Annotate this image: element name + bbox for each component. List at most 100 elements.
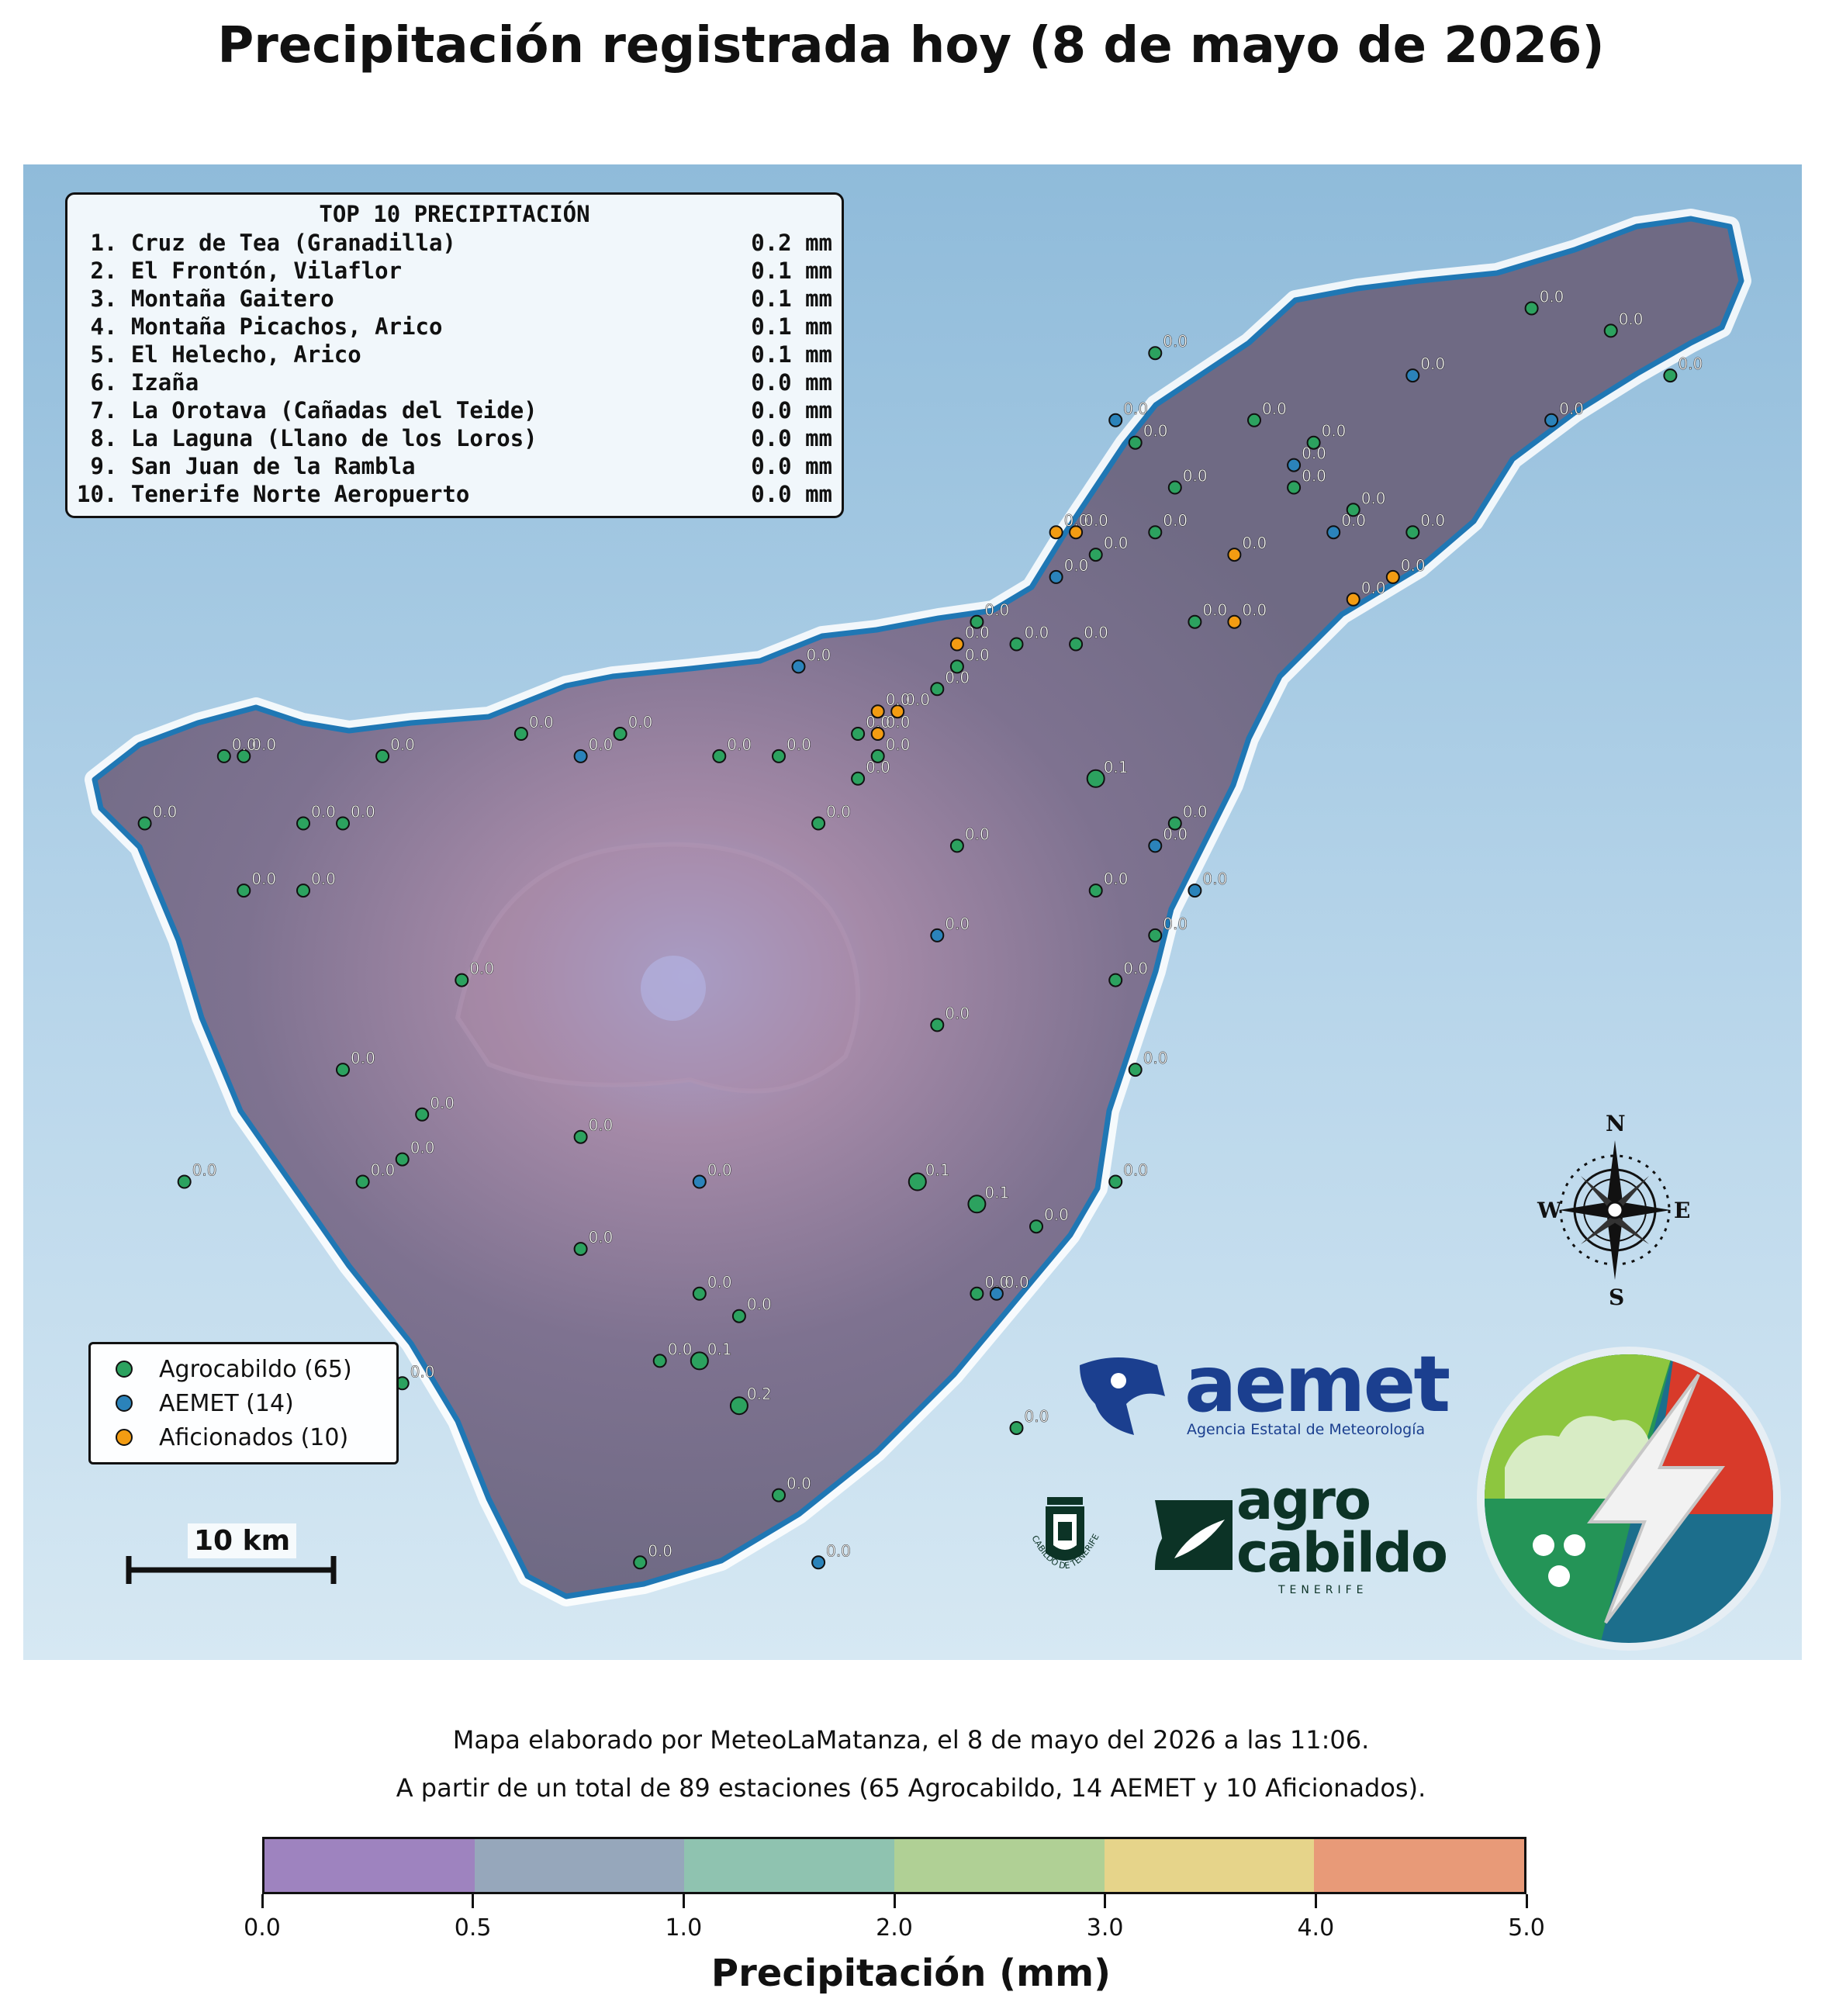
station-marker bbox=[237, 884, 251, 898]
station-marker bbox=[455, 973, 469, 987]
station-marker bbox=[811, 816, 826, 831]
station-value-label: 0.0 bbox=[1302, 444, 1326, 463]
top10-row: 7. La Orotava (Cañadas del Teide) 0.0 mm bbox=[77, 396, 832, 424]
colorbar-segment bbox=[894, 1839, 1105, 1892]
top10-row: 1. Cruz de Tea (Granadilla) 0.2 mm bbox=[77, 229, 832, 257]
top10-name: San Juan de la Rambla bbox=[130, 453, 416, 479]
station-marker bbox=[908, 1172, 927, 1191]
station-value-label: 0.0 bbox=[1025, 1407, 1049, 1426]
meteolamatanza-logo bbox=[1474, 1343, 1784, 1654]
top10-value: 0.0 mm bbox=[751, 453, 832, 479]
colorbar-segment bbox=[1104, 1839, 1315, 1892]
scale-bar: 10 km bbox=[126, 1523, 351, 1585]
station-marker bbox=[1385, 569, 1400, 584]
agro-line2: cabildo bbox=[1236, 1521, 1448, 1585]
colorbar-segment bbox=[684, 1839, 895, 1892]
station-value-label: 0.0 bbox=[787, 735, 811, 754]
station-value-label: 0.0 bbox=[1341, 511, 1366, 530]
station-marker bbox=[1088, 884, 1103, 898]
station-marker bbox=[296, 884, 310, 898]
station-marker bbox=[930, 1018, 945, 1032]
station-value-label: 0.0 bbox=[153, 803, 178, 821]
teide-peak bbox=[641, 956, 706, 1021]
station-marker bbox=[1524, 301, 1539, 316]
top10-name: La Orotava (Cañadas del Teide) bbox=[130, 397, 538, 424]
station-marker bbox=[967, 1195, 987, 1214]
station-value-label: 0.0 bbox=[371, 1161, 396, 1180]
top10-rank: 3. bbox=[77, 285, 118, 312]
station-marker bbox=[692, 1174, 707, 1189]
station-value-label: 0.0 bbox=[410, 1139, 435, 1157]
colorbar-tick-label: 5.0 bbox=[1508, 1914, 1545, 1942]
station-marker bbox=[1167, 480, 1182, 495]
station-value-label: 0.0 bbox=[1123, 1161, 1148, 1180]
station-value-label: 0.0 bbox=[1143, 1049, 1168, 1067]
colorbar-tick-mark bbox=[1525, 1894, 1528, 1908]
station-marker bbox=[513, 727, 528, 741]
agrocabildo-marker-icon bbox=[116, 1361, 133, 1378]
station-marker bbox=[296, 816, 310, 831]
top10-station: 2. El Frontón, Vilaflor bbox=[77, 257, 402, 285]
colorbar-tick-label: 4.0 bbox=[1297, 1914, 1335, 1942]
station-value-label: 0.0 bbox=[1163, 915, 1188, 933]
station-marker bbox=[395, 1152, 410, 1167]
station-marker bbox=[613, 727, 628, 741]
compass-star-icon bbox=[1559, 1140, 1671, 1280]
footer-stations-summary: A partir de un total de 89 estaciones (6… bbox=[396, 1773, 1426, 1803]
aemet-marker-icon bbox=[116, 1395, 133, 1412]
compass-rose: N S W E bbox=[1537, 1111, 1692, 1312]
colorbar-title: Precipitación (mm) bbox=[710, 1952, 1112, 1995]
colorbar-tick-mark bbox=[682, 1894, 685, 1908]
station-value-label: 0.0 bbox=[826, 1541, 851, 1560]
station-marker bbox=[791, 659, 806, 674]
station-value-label: 0.0 bbox=[984, 601, 1009, 620]
legend-item-aemet: AEMET (14) bbox=[102, 1386, 385, 1420]
station-marker bbox=[375, 749, 390, 763]
station-value-label: 0.0 bbox=[1183, 467, 1208, 486]
station-value-label: 0.0 bbox=[1401, 556, 1426, 575]
station-value-label: 0.0 bbox=[351, 803, 375, 821]
station-marker bbox=[1029, 1219, 1043, 1234]
station-marker bbox=[1148, 525, 1163, 540]
top10-value: 0.1 mm bbox=[751, 285, 832, 312]
station-marker bbox=[1188, 614, 1202, 629]
station-marker bbox=[970, 1286, 984, 1301]
station-value-label: 0.0 bbox=[1084, 511, 1108, 530]
station-marker bbox=[1128, 1063, 1143, 1077]
station-value-label: 0.0 bbox=[1202, 870, 1227, 888]
station-marker bbox=[949, 659, 964, 674]
top10-row: 3. Montaña Gaitero 0.1 mm bbox=[77, 285, 832, 313]
station-value-label: 0.0 bbox=[589, 735, 614, 754]
station-value-label: 0.0 bbox=[1143, 422, 1168, 441]
top10-rank: 6. bbox=[77, 369, 118, 396]
station-marker bbox=[772, 749, 786, 763]
colorbar-segment bbox=[264, 1839, 475, 1892]
station-value-label: 0.0 bbox=[1420, 511, 1445, 530]
station-value-label: 0.0 bbox=[965, 825, 990, 843]
station-value-label: 0.1 bbox=[984, 1183, 1009, 1202]
station-marker bbox=[949, 839, 964, 853]
legend-label: AEMET (14) bbox=[159, 1389, 294, 1417]
station-marker bbox=[970, 614, 984, 629]
top10-name: Cruz de Tea (Granadilla) bbox=[130, 230, 456, 256]
colorbar-segment bbox=[474, 1839, 685, 1892]
top10-name: Montaña Gaitero bbox=[130, 285, 334, 312]
station-marker bbox=[1069, 525, 1084, 540]
station-value-label: 0.0 bbox=[232, 735, 257, 754]
station-value-label: 0.0 bbox=[905, 690, 930, 709]
station-marker bbox=[1069, 637, 1084, 652]
station-marker bbox=[336, 816, 350, 831]
station-marker bbox=[1167, 816, 1182, 831]
station-value-label: 0.0 bbox=[648, 1541, 672, 1560]
station-value-label: 0.0 bbox=[410, 1362, 435, 1381]
station-marker bbox=[336, 1063, 350, 1077]
station-value-label: 0.0 bbox=[668, 1340, 693, 1358]
station-marker bbox=[1405, 368, 1420, 383]
station-value-label: 0.0 bbox=[1242, 534, 1267, 552]
station-value-label: 0.0 bbox=[1619, 309, 1644, 328]
station-marker bbox=[1009, 637, 1024, 652]
legend-item-aficionados: Aficionados (10) bbox=[102, 1420, 385, 1454]
top10-row: 10. Tenerife Norte Aeropuerto 0.0 mm bbox=[77, 480, 832, 508]
station-value-label: 0.0 bbox=[1559, 399, 1584, 418]
station-marker bbox=[1148, 839, 1163, 853]
